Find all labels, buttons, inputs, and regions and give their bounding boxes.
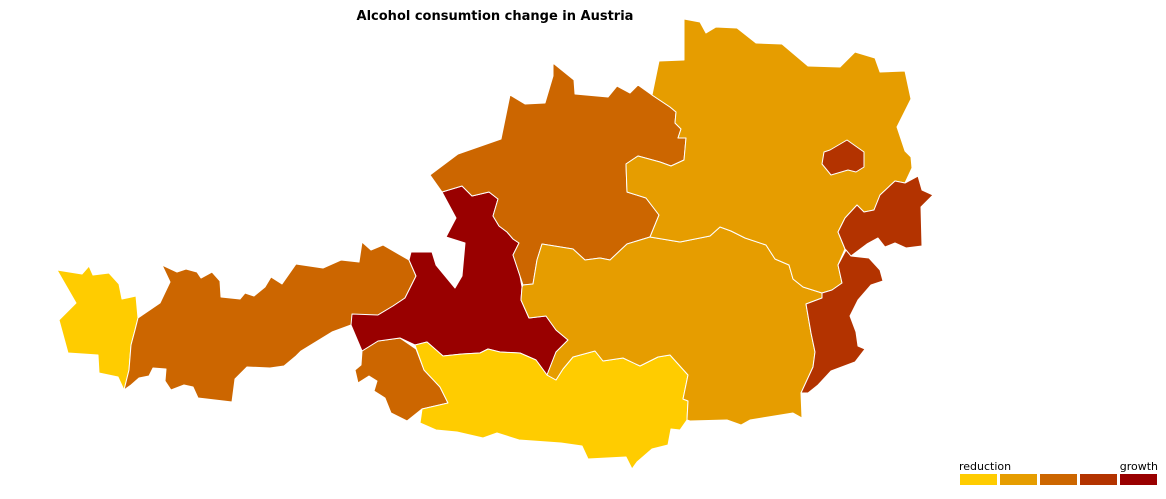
region-vorarlberg[interactable] — [56, 265, 139, 391]
legend-low-label: reduction — [959, 460, 1012, 473]
chart-title: Alcohol consumtion change in Austria — [356, 9, 634, 24]
legend-swatch — [960, 474, 997, 485]
legend: reduction growth — [958, 460, 1160, 490]
region-burgenland[interactable] — [800, 175, 934, 394]
region-wien[interactable] — [821, 139, 865, 176]
legend-swatch — [1120, 474, 1157, 485]
region-osttirol[interactable] — [354, 337, 449, 422]
legend-high-label: growth — [1119, 460, 1158, 473]
legend-swatch — [1080, 474, 1117, 485]
legend-swatch — [1000, 474, 1037, 485]
legend-swatch — [1040, 474, 1077, 485]
